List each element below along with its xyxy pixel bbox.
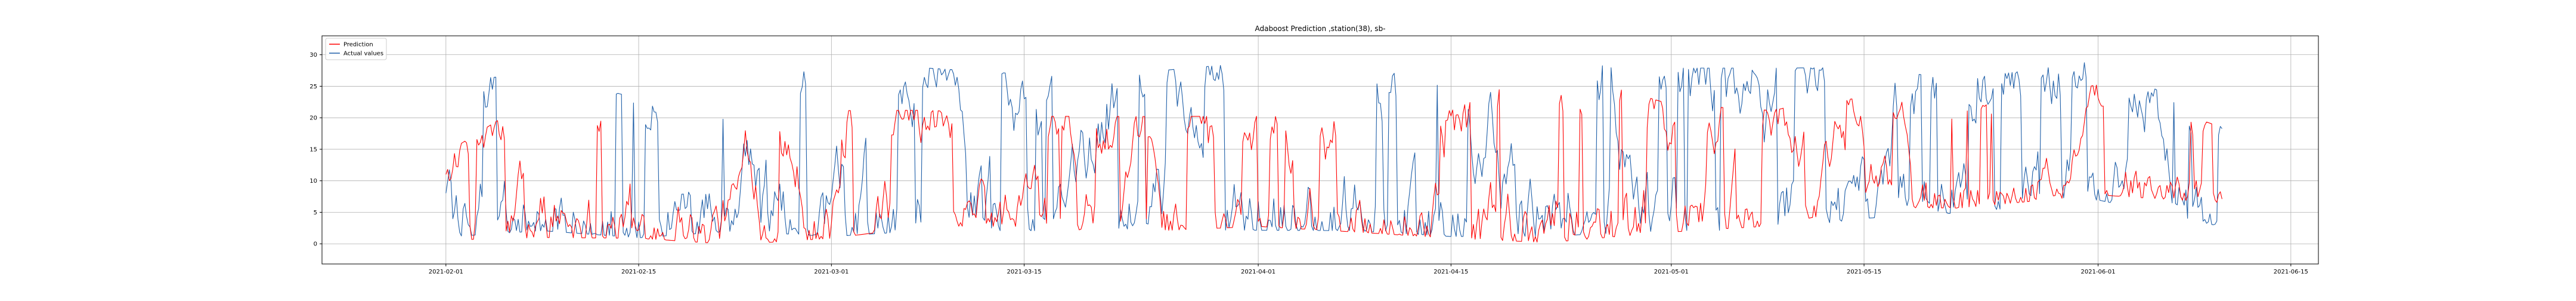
legend-label: Actual values	[343, 51, 383, 57]
x-tick-label: 2021-06-01	[2081, 269, 2116, 275]
x-tick-label: 2021-02-15	[621, 269, 656, 275]
series-line-actual-values	[445, 62, 2222, 238]
y-tick-label: 20	[309, 115, 317, 122]
plot-frame	[321, 35, 2319, 265]
x-tick-label: 2021-04-01	[1241, 269, 1275, 275]
legend-label: Prediction	[343, 42, 373, 48]
x-tick-label: 2021-05-15	[1847, 269, 1881, 275]
x-tick-label: 2021-03-15	[1007, 269, 1042, 275]
y-tick-label: 25	[309, 84, 317, 90]
x-tick-label: 2021-06-15	[2274, 269, 2308, 275]
x-tick-label: 2021-03-01	[814, 269, 849, 275]
chart-title: Adaboost Prediction ,station(38), sb-	[1255, 24, 1385, 33]
y-tick-label: 0	[314, 241, 317, 248]
y-tick-label: 5	[314, 210, 317, 216]
ticks: 2021-02-01 2021-02-15 2021-03-01 2021-03-15…	[309, 52, 2308, 275]
legend: Prediction Actual values	[325, 38, 387, 60]
series-line-prediction	[445, 84, 2222, 244]
series-layer	[445, 62, 2222, 244]
x-tick-label: 2021-02-01	[429, 269, 463, 275]
y-tick-label: 15	[309, 146, 317, 153]
x-tick-label: 2021-04-15	[1433, 269, 1468, 275]
legend-box	[325, 38, 387, 60]
y-tick-label: 10	[309, 178, 317, 185]
y-tick-label: 30	[309, 52, 317, 59]
x-tick-label: 2021-05-01	[1654, 269, 1689, 275]
